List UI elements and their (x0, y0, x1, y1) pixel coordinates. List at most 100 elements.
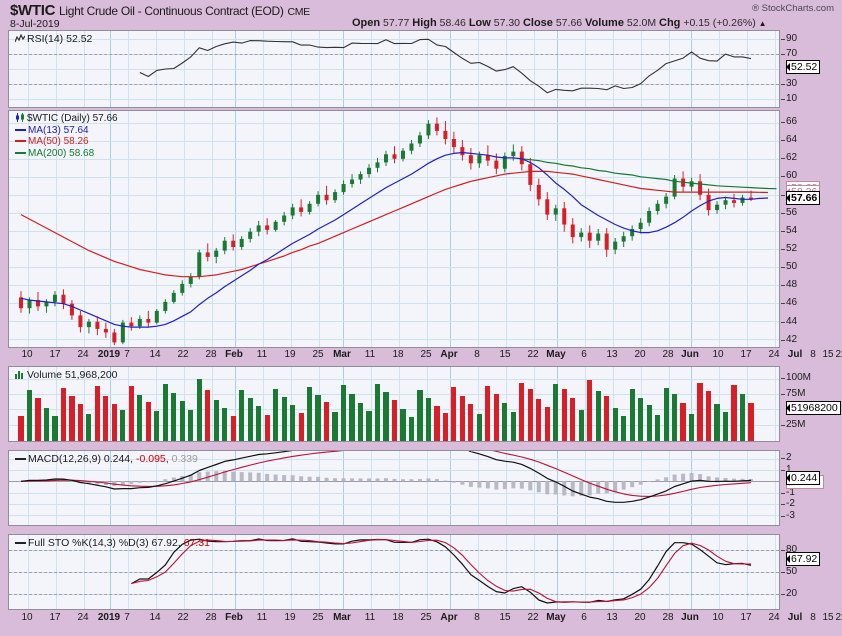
gridline-horizontal (9, 248, 779, 250)
axis-tick (781, 53, 785, 55)
volume-bar (281, 396, 287, 441)
volume-bar (239, 390, 245, 441)
price-legend: $WTIC (Daily) 57.66 MA(13) 57.64 MA(50) … (15, 113, 118, 159)
macd-histogram-bar (358, 478, 363, 482)
stoch-swatch-icon (15, 542, 26, 544)
candlestick-icon (15, 113, 25, 122)
volume-bar (213, 399, 219, 441)
volume-bar (383, 391, 389, 441)
date-axis-day-label: 22 (177, 349, 189, 360)
candlestick (672, 175, 677, 200)
gridline-vertical (399, 367, 400, 441)
volume-bar (544, 407, 550, 441)
gridline-vertical (691, 451, 692, 525)
axis-tick-label: 66 (786, 115, 798, 127)
candlestick (528, 157, 533, 192)
candlestick (621, 231, 626, 247)
candlestick (273, 220, 278, 232)
macd-histogram-bar (129, 481, 134, 485)
candlestick (248, 228, 253, 243)
macd-histogram-bar (341, 478, 346, 482)
gridline-vertical (235, 111, 236, 347)
volume-bar (417, 390, 423, 441)
date-axis-day-label: 20 (634, 349, 646, 360)
macd-histogram-bar (333, 478, 338, 482)
gridline-horizontal (9, 338, 779, 340)
axis-tick-label: 25M (786, 419, 806, 431)
macd-histogram-bar (350, 478, 355, 482)
gridline-horizontal (9, 284, 779, 286)
price-series-value: 57.66 (92, 113, 118, 124)
macd-histogram-bar (698, 474, 703, 482)
candlestick (95, 316, 100, 336)
candlestick (375, 157, 380, 173)
gridline-vertical (427, 451, 428, 525)
volume-bar (468, 403, 474, 441)
volume-bar (646, 405, 652, 441)
gridline-horizontal (9, 39, 779, 41)
candlestick (460, 139, 465, 161)
volume-bar (680, 403, 686, 441)
axis-tick (781, 267, 785, 269)
volume-bar (332, 412, 338, 441)
volume-bar (748, 402, 754, 441)
date-axis-day-label: 22 (835, 612, 842, 623)
axis-tick-label: 30 (786, 78, 798, 90)
macd-histogram-bar (265, 473, 270, 482)
volume-bar (485, 385, 491, 441)
macd-histogram-bar (604, 481, 609, 494)
macd-histogram-bar (154, 480, 159, 482)
axis-tick-label: 80 (786, 543, 798, 555)
date-axis-day-label: 10 (712, 349, 724, 360)
axis-tick-label: 54 (786, 224, 798, 236)
ma50-value: 58.26 (63, 136, 89, 147)
gridline-vertical (691, 111, 692, 347)
gridline-vertical (613, 367, 614, 441)
ma200-swatch-icon (15, 151, 26, 154)
macd-panel: MACD(12,26,9) 0.244, -0.095, 0.339 (8, 450, 780, 526)
gridline-vertical (775, 111, 776, 347)
macd-histogram-bar (290, 475, 295, 482)
date-axis-day-label: 25 (312, 612, 324, 623)
date-axis-day-label: 17 (740, 612, 752, 623)
price-panel: $WTIC (Daily) 57.66 MA(13) 57.64 MA(50) … (8, 110, 780, 348)
gridline-horizontal (9, 458, 779, 460)
candlestick (299, 199, 304, 217)
date-axis-day-label: 25 (420, 349, 432, 360)
volume-bar (307, 386, 313, 441)
macd-histogram-bar (519, 481, 524, 489)
macd-histogram-bar (188, 474, 193, 482)
stochastic-plot-area (9, 535, 779, 609)
volume-bar (357, 402, 364, 441)
axis-tick (781, 99, 785, 101)
volume-bar (77, 404, 83, 441)
macd-histogram-bar (417, 478, 422, 482)
axis-tick-label: 75M (786, 387, 806, 399)
volume-bar (502, 402, 508, 441)
volume-bar (739, 394, 746, 441)
stoch-label: Full STO %K(14,3) %D(3) (28, 537, 149, 549)
gridline-vertical (478, 111, 479, 347)
date-axis-bottom: 10 17 24 2019 7 14 22 28 Feb 11 19 25 Mar 11 18 25 Apr 8 1… (0, 612, 842, 626)
macd-histogram-bar (239, 472, 244, 482)
macd-histogram-bar (282, 475, 287, 482)
axis-tick-label: 52 (786, 242, 798, 254)
gridline-vertical (534, 451, 535, 525)
axis-tick-label: 64 (786, 134, 798, 146)
macd-legend: MACD(12,26,9) 0.244, -0.095, 0.339 (15, 453, 198, 465)
macd-histogram-bar (95, 481, 100, 485)
volume-bar (672, 393, 678, 441)
date-axis-day-label: 25 (420, 612, 432, 623)
rsi-overbought-line (9, 54, 779, 56)
macd-signal-line (20, 451, 752, 497)
gridline-vertical (585, 111, 586, 347)
candlestick (536, 178, 541, 206)
volume-bar (315, 394, 321, 441)
candlestick (647, 207, 652, 227)
macd-histogram-bar (392, 478, 397, 482)
candlestick (120, 319, 125, 345)
gridline-vertical (291, 111, 292, 347)
volume-bar (35, 397, 41, 441)
date-axis-month-label: Jul (787, 612, 803, 623)
candlestick (638, 218, 643, 234)
